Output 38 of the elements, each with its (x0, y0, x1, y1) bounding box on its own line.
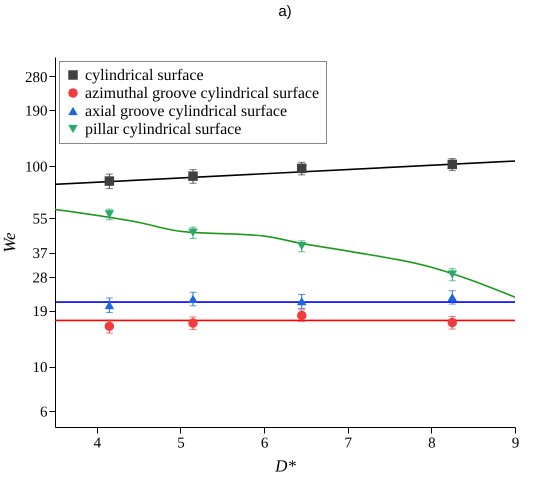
x-tick-label: 5 (177, 436, 185, 452)
x-tick-label: 7 (344, 436, 352, 452)
y-axis-title: We (0, 232, 19, 253)
point (104, 210, 114, 218)
point (448, 293, 458, 302)
y-tick-label: 190 (25, 104, 48, 120)
y-tick-label: 280 (25, 70, 48, 86)
point (448, 270, 458, 279)
y-tick-label: 55 (32, 212, 48, 228)
point (188, 171, 198, 181)
point (296, 242, 306, 250)
point (188, 318, 198, 328)
y-tick-label: 100 (25, 160, 48, 176)
point (296, 297, 306, 306)
y-tick-label: 28 (32, 270, 48, 286)
x-tick-label: 8 (428, 436, 436, 452)
legend-label: axial groove cylindrical surface (85, 103, 288, 120)
chart-title: a) (278, 3, 292, 20)
x-axis-title: D* (274, 456, 296, 476)
y-tick-label: 10 (32, 360, 48, 376)
legend-label: cylindrical surface (85, 67, 204, 84)
point (104, 176, 114, 186)
y-tick-label: 19 (32, 304, 48, 320)
line-series (55, 208, 515, 298)
legend-label: pillar cylindrical surface (85, 121, 242, 138)
point (296, 164, 306, 174)
point (104, 322, 114, 331)
point (104, 300, 114, 310)
point (188, 294, 198, 303)
point (188, 228, 198, 237)
x-tick-label: 4 (94, 436, 102, 452)
point (296, 310, 306, 320)
x-tick-label: 9 (512, 436, 520, 452)
point (448, 318, 458, 328)
legend-label: azimuthal groove cylindrical surface (85, 85, 320, 102)
y-tick-label: 37 (32, 246, 48, 262)
x-tick-label: 6 (260, 436, 269, 452)
y-tick-label: 6 (40, 404, 48, 421)
